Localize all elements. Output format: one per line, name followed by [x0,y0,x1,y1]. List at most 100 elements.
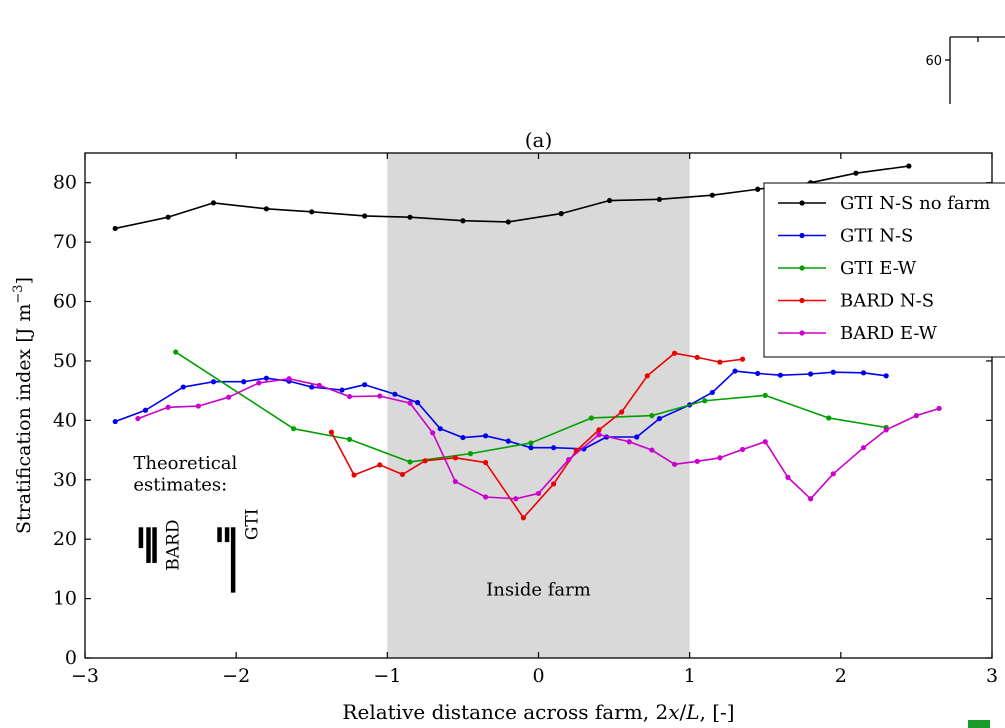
legend-marker [799,200,805,206]
data-point [853,170,859,176]
data-point [656,415,663,422]
data-point [808,371,814,377]
data-point [112,225,118,232]
data-point [883,373,889,379]
data-point [291,426,297,432]
data-point [513,496,519,502]
data-point [256,380,262,386]
data-point [755,370,761,377]
data-point [709,389,715,396]
data-point [452,478,458,485]
data-point [482,494,489,500]
data-point [694,458,700,464]
data-point [762,439,768,445]
data-point [437,426,443,432]
y-tick-label: 10 [53,588,77,610]
data-point [619,409,625,415]
data-point [717,455,723,461]
data-point [566,456,572,463]
y-tick-label: 30 [53,469,77,491]
data-point [173,349,179,355]
series-gti-e-w [173,349,889,465]
annotation-line-1: Theoretical [133,453,237,474]
data-point [551,445,557,451]
data-point [263,375,269,381]
inset-tick-label: 60 [925,54,942,69]
data-point [505,219,511,225]
x-tick-label: −2 [222,665,250,687]
data-point [709,192,715,198]
x-axis-label: Relative distance across farm, 2x/L, [-] [342,700,734,724]
data-point [362,382,368,388]
data-point [830,471,836,477]
data-point [339,387,345,393]
annotation-line-2: estimates: [133,474,227,495]
inside-farm-label: Inside farm [486,580,591,601]
data-point [467,451,474,457]
data-point [505,438,511,444]
data-point [309,209,315,215]
data-point [588,415,595,421]
data-point [671,350,678,356]
legend-marker [799,265,805,271]
data-point [407,214,413,220]
theoretical-estimates: Theoretical estimates: BARD GTI [133,453,262,593]
data-point [210,200,217,206]
data-point [520,515,526,521]
data-point [830,369,836,375]
data-point [286,376,292,382]
data-point [392,391,398,397]
y-tick-label: 0 [65,647,77,669]
legend-entry: GTI E-W [840,258,917,279]
x-tick-label: −1 [373,665,401,687]
data-point [671,461,678,467]
data-point [732,368,738,374]
data-point [644,373,650,379]
data-point [346,393,353,400]
data-point [263,206,269,212]
legend-entry: GTI N-S no farm [840,193,990,214]
data-point [316,382,322,388]
data-point [226,394,232,400]
data-point [528,445,534,451]
data-point [702,398,708,404]
data-point [482,459,489,466]
data-point [755,186,761,192]
data-point [826,415,832,421]
data-point [558,211,564,217]
data-point [460,218,466,224]
y-tick-label: 80 [53,172,77,194]
x-tick-label: 0 [532,665,544,687]
x-tick-label: 2 [835,665,847,687]
legend-box [763,182,1005,358]
legend-marker [799,232,805,239]
data-point [596,427,602,433]
data-point [142,407,149,413]
data-point [414,399,421,406]
data-point [649,413,655,419]
x-tick-label: 1 [684,665,696,687]
series-gti-n-s [112,368,889,452]
data-point [351,472,357,478]
data-point [551,481,557,487]
data-point [906,163,912,169]
data-point [535,490,542,497]
y-tick-label: 50 [53,350,77,372]
data-point [717,359,723,365]
data-point [626,439,632,445]
data-point [210,379,217,385]
legend-marker [799,297,805,304]
data-point [346,436,353,442]
bard-estimate-label: BARD [164,520,184,571]
legend: GTI N-S no farm GTI N-S GTI E-W BARD N-S BAR… [763,182,1005,358]
series-bard-e-w [135,376,942,502]
data-point [135,415,141,422]
data-point [694,354,700,360]
y-tick-label: 60 [53,291,77,313]
x-tick-label: −3 [71,665,99,687]
data-point [883,427,889,433]
data-point [452,455,458,461]
data-point [739,356,746,362]
